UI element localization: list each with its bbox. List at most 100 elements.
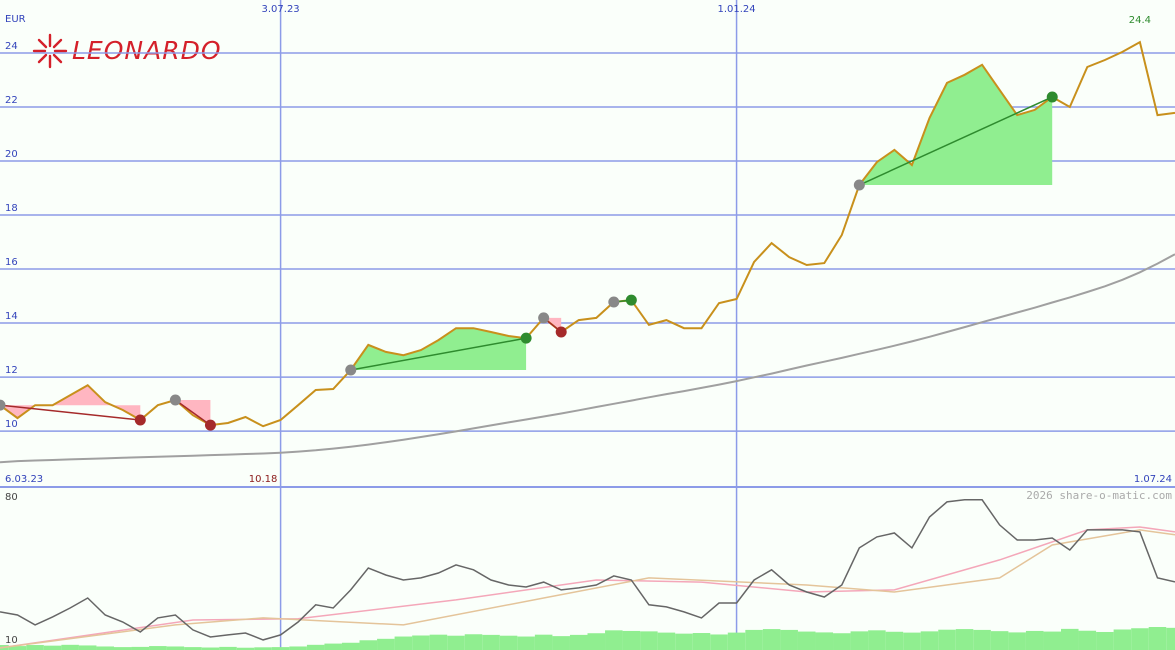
volume-bar <box>727 632 746 650</box>
volume-bar <box>324 643 342 650</box>
volume-bar <box>1096 631 1114 650</box>
volume-bar <box>254 647 272 650</box>
volume-bar <box>377 638 395 650</box>
y-tick-label: 14 <box>5 311 18 322</box>
volume-bar <box>990 631 1009 650</box>
signal-end <box>204 419 216 431</box>
volume-bar <box>201 647 220 650</box>
volume-bar <box>1131 628 1149 650</box>
volume-bar <box>534 634 553 650</box>
volume-bar <box>394 636 413 650</box>
signal-start <box>345 364 357 376</box>
volume-bar <box>587 633 606 650</box>
signal-line <box>350 337 527 371</box>
volume-bar <box>622 630 641 650</box>
volume-bar <box>447 635 465 650</box>
volume-bar <box>657 632 676 650</box>
unit-label: EUR <box>5 14 26 25</box>
volume-bar <box>903 632 921 650</box>
volume-bar <box>815 632 834 650</box>
signal-start <box>169 394 181 406</box>
volume-bar <box>236 647 255 650</box>
signal-line <box>0 404 141 421</box>
volume-bar <box>499 635 518 650</box>
y-tick-label: 80 <box>5 492 18 503</box>
volume-bar <box>850 631 869 650</box>
signal-start <box>538 312 550 324</box>
volume-bar <box>96 646 114 650</box>
low-label: 10.18 <box>249 474 278 485</box>
volume-bar <box>359 640 378 650</box>
volume-bar <box>219 646 237 650</box>
y-tick-label: 12 <box>5 365 18 376</box>
signal-end <box>625 294 637 306</box>
y-tick-label: 18 <box>5 203 18 214</box>
volume-bar <box>745 629 763 650</box>
x-tick-label: 1.07.24 <box>1134 474 1172 485</box>
volume-bar <box>429 634 448 650</box>
volume-bar <box>61 644 79 650</box>
volume-bar <box>43 645 62 650</box>
y-tick-label: 22 <box>5 95 18 106</box>
volume-bar <box>113 647 132 650</box>
logo-text: LEONARDO <box>72 36 222 65</box>
volume-bar <box>78 645 97 650</box>
signal-area <box>0 385 141 420</box>
volume-bar <box>1148 627 1167 650</box>
volume-bar <box>780 629 798 650</box>
signal-end <box>555 326 567 338</box>
volume-bar <box>885 631 904 650</box>
volume-bar <box>797 631 816 650</box>
volume-bar <box>341 642 360 650</box>
volume-bar <box>1166 627 1175 650</box>
volume-bar <box>271 647 290 650</box>
volume-bar <box>464 634 483 650</box>
signal-area <box>350 328 527 370</box>
signal-start <box>0 399 6 411</box>
series-line <box>0 40 1175 428</box>
high-label: 24.4 <box>1129 15 1151 26</box>
volume-bar <box>131 646 150 650</box>
y-tick-label: 20 <box>5 149 18 160</box>
series-line <box>0 529 1175 649</box>
series-line <box>0 253 1175 464</box>
logo-icon <box>32 33 68 69</box>
x-tick-label: 1.01.24 <box>717 4 755 15</box>
volume-bar <box>1008 632 1026 650</box>
volume-bar <box>692 633 711 650</box>
volume-bar <box>166 646 185 650</box>
volume-bar <box>955 629 974 650</box>
volume-bar <box>640 631 658 650</box>
volume-bar <box>675 633 693 650</box>
volume-bar <box>149 646 167 650</box>
volume-bar <box>938 629 956 650</box>
signal-start <box>853 179 865 191</box>
signal-end <box>134 414 146 426</box>
volume-bar <box>517 636 535 650</box>
volume-bar <box>1078 630 1097 650</box>
volume-bar <box>552 636 570 650</box>
volume-bar <box>26 645 44 650</box>
volume-bar <box>1025 630 1044 650</box>
signal-end <box>1046 91 1058 103</box>
volume-bar <box>710 634 728 650</box>
volume-bar <box>482 634 500 650</box>
y-tick-label: 24 <box>5 41 18 52</box>
signal-line <box>859 96 1053 186</box>
signal-area <box>859 64 1053 185</box>
signal-start <box>608 296 620 308</box>
x-tick-label: 3.07.23 <box>262 4 300 15</box>
credit: 2026 share-o-matic.com <box>1026 489 1172 502</box>
signal-line <box>174 399 211 426</box>
volume-bar <box>1113 629 1132 650</box>
volume-bar <box>569 634 588 650</box>
y-tick-label: 16 <box>5 257 18 268</box>
volume-bar <box>8 646 27 650</box>
x-tick-label: 6.03.23 <box>5 474 43 485</box>
volume-bar <box>289 646 307 650</box>
y-tick-label: 10 <box>5 419 18 430</box>
volume-bar <box>1043 631 1062 650</box>
series-line <box>0 499 1175 641</box>
volume-bar <box>412 635 430 650</box>
